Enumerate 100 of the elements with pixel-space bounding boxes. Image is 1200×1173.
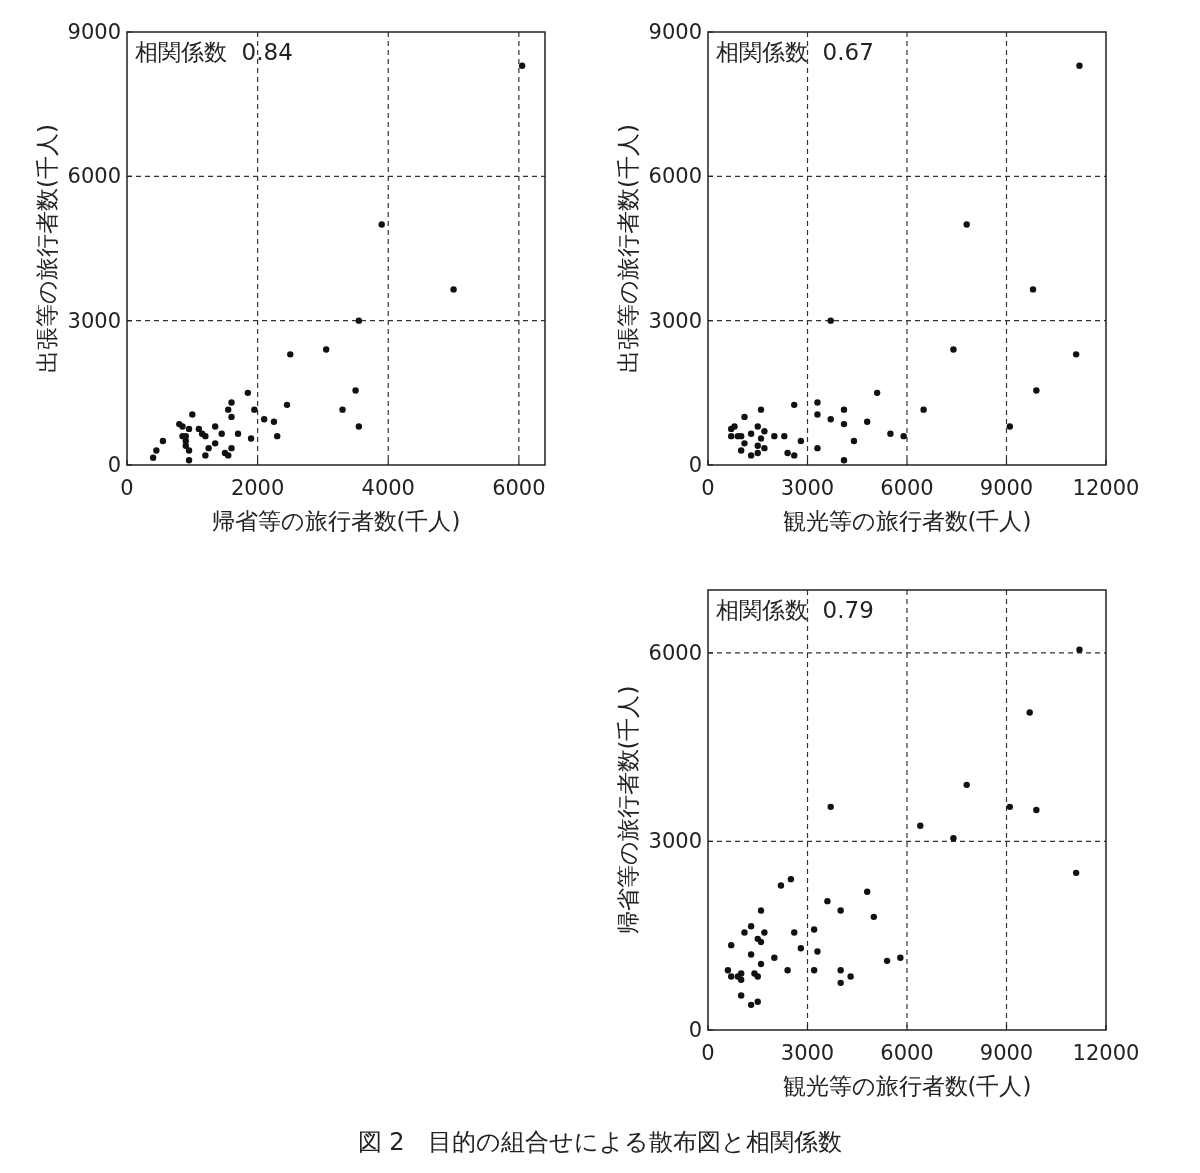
point xyxy=(810,926,818,933)
point xyxy=(864,418,871,425)
y-tick-label: 0 xyxy=(688,1018,702,1042)
point xyxy=(352,387,359,394)
annotation: 相関係数 0.79 xyxy=(716,597,874,623)
point xyxy=(920,406,927,413)
point xyxy=(355,423,363,430)
point xyxy=(791,401,798,409)
point xyxy=(824,897,831,905)
point xyxy=(840,420,848,428)
point xyxy=(728,941,735,949)
point xyxy=(754,423,761,430)
x-tick-label: 6000 xyxy=(492,476,546,500)
point xyxy=(518,62,526,69)
point xyxy=(1006,423,1014,430)
point xyxy=(757,435,765,442)
point xyxy=(784,449,791,457)
annotation: 相関係数 0.67 xyxy=(716,39,874,65)
point xyxy=(211,440,219,447)
point xyxy=(1026,709,1033,716)
point xyxy=(900,432,907,440)
y-tick-label: 9000 xyxy=(648,20,702,44)
point xyxy=(185,425,193,433)
x-axis-title: 観光等の旅行者数(千人) xyxy=(782,1073,1032,1099)
point xyxy=(827,416,834,423)
point xyxy=(728,432,735,440)
point xyxy=(728,973,735,980)
point xyxy=(287,351,294,358)
point xyxy=(777,882,785,889)
point xyxy=(840,456,848,464)
y-tick-label: 0 xyxy=(688,453,702,477)
x-tick-label: 6000 xyxy=(880,1041,934,1065)
point xyxy=(754,442,761,449)
point xyxy=(850,437,858,445)
point xyxy=(797,945,805,952)
point xyxy=(873,389,881,397)
y-tick-label: 9000 xyxy=(67,20,121,44)
point xyxy=(228,413,235,421)
x-tick-label: 3000 xyxy=(780,476,835,500)
y-tick-label: 6000 xyxy=(648,640,702,665)
point xyxy=(182,437,189,445)
annotation: 相関係数 0.84 xyxy=(135,39,293,65)
point xyxy=(787,875,795,883)
point xyxy=(247,435,255,442)
y-tick-label: 3000 xyxy=(648,308,702,333)
point xyxy=(847,973,854,980)
point xyxy=(211,423,219,430)
point xyxy=(323,346,330,353)
point xyxy=(771,954,778,961)
point xyxy=(771,432,778,440)
point xyxy=(737,992,745,999)
point xyxy=(270,418,278,425)
point xyxy=(1029,286,1037,293)
y-tick-label: 3000 xyxy=(648,829,702,854)
point xyxy=(251,406,258,413)
point xyxy=(837,907,844,914)
point xyxy=(757,406,765,413)
point xyxy=(234,430,242,437)
point xyxy=(827,317,834,324)
point xyxy=(149,454,157,461)
point xyxy=(761,929,768,936)
point xyxy=(741,440,748,447)
point xyxy=(837,979,844,987)
point xyxy=(747,951,755,958)
point xyxy=(159,437,167,445)
point xyxy=(189,411,196,418)
point xyxy=(950,346,957,353)
x-tick-label: 12000 xyxy=(1072,476,1140,500)
x-axis-title: 観光等の旅行者数(千人) xyxy=(782,508,1032,534)
point xyxy=(963,781,970,789)
x-tick-label: 6000 xyxy=(880,476,934,500)
x-tick-label: 9000 xyxy=(979,1041,1034,1065)
point xyxy=(225,406,232,413)
point xyxy=(378,221,385,228)
point xyxy=(747,923,755,930)
y-tick-label: 6000 xyxy=(67,164,121,189)
point xyxy=(339,406,346,413)
point xyxy=(1006,803,1014,811)
point xyxy=(260,416,268,423)
point xyxy=(195,425,203,433)
point xyxy=(202,452,209,459)
point xyxy=(274,432,281,440)
point xyxy=(741,413,748,421)
point xyxy=(761,444,768,452)
point xyxy=(917,822,924,829)
point xyxy=(1072,869,1080,877)
y-axis-title: 出張等の旅行者数(千人) xyxy=(34,124,60,373)
x-tick-label: 9000 xyxy=(979,476,1034,500)
point xyxy=(827,803,834,811)
point xyxy=(887,430,894,437)
point xyxy=(897,954,904,961)
point xyxy=(1076,62,1083,69)
point xyxy=(205,444,212,452)
point xyxy=(228,399,235,406)
x-tick-label: 12000 xyxy=(1072,1041,1140,1065)
point xyxy=(837,967,844,974)
point xyxy=(747,1001,755,1009)
point xyxy=(182,442,189,449)
point xyxy=(791,452,798,459)
y-axis-title: 出張等の旅行者数(千人) xyxy=(615,124,641,373)
